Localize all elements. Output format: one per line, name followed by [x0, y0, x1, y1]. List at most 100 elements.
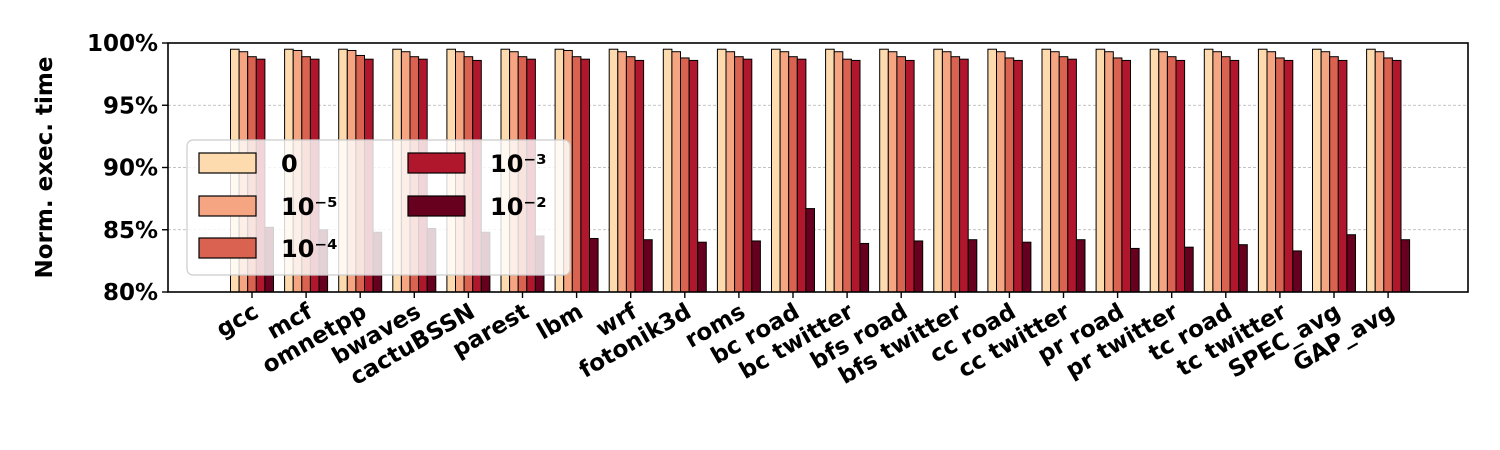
bar-fotonik3d-series-1 [671, 51, 682, 293]
y-axis-ticks: 80% 85% 90% 95% 100% [87, 31, 168, 306]
bar-bfs-twitter-series-2 [950, 56, 961, 293]
bar-GAP_avg-series-1 [1374, 51, 1385, 293]
bar-bc-road-series-3 [796, 58, 807, 293]
bar-tc-twitter-series-2 [1275, 57, 1285, 293]
bar-SPEC_avg-series-3 [1337, 59, 1348, 293]
bar-roms-series-0 [716, 48, 727, 293]
bar-roms-series-1 [725, 51, 736, 293]
bar-pr-road-series-4 [1130, 247, 1140, 293]
y-axis-title: Norm. exec. time [32, 57, 58, 279]
legend-swatch [198, 237, 257, 259]
bar-bfs-road-series-1 [887, 51, 898, 293]
bar-wrf-series-3 [634, 59, 645, 293]
y-tick-label: 85% [103, 218, 158, 244]
bar-bc-twitter-series-3 [850, 59, 861, 293]
bar-bc-road-series-1 [779, 51, 790, 293]
bar-wrf-series-0 [608, 48, 619, 293]
x-tick-label: gcc [212, 299, 263, 343]
bar-tc-road-series-3 [1229, 59, 1240, 293]
bar-pr-twitter-series-0 [1149, 48, 1160, 293]
bar-SPEC_avg-series-1 [1320, 51, 1331, 293]
bar-bc-road-series-0 [771, 48, 781, 293]
bar-pr-twitter-series-1 [1158, 51, 1168, 293]
bar-bfs-twitter-series-0 [933, 48, 943, 293]
legend-label: 0 [281, 150, 298, 178]
bar-cc-twitter-series-1 [1050, 51, 1060, 293]
bar-roms-series-2 [734, 56, 744, 293]
bar-roms-series-3 [742, 58, 753, 293]
bar-bc-twitter-series-0 [825, 48, 835, 293]
bar-GAP_avg-series-0 [1366, 48, 1376, 293]
bar-fotonik3d-series-2 [680, 57, 690, 293]
legend-box [186, 139, 571, 276]
bar-fotonik3d-series-0 [662, 48, 673, 293]
legend-swatch [407, 152, 466, 174]
bar-bfs-road-series-4 [913, 240, 924, 293]
bar-pr-twitter-series-4 [1184, 246, 1194, 293]
bar-bfs-twitter-series-1 [941, 51, 952, 293]
bar-GAP_avg-series-3 [1391, 59, 1402, 293]
bar-lbm-series-3 [580, 58, 591, 293]
y-tick-label: 80% [103, 280, 158, 306]
legend-swatch [198, 195, 257, 217]
bar-cc-road-series-3 [1013, 59, 1023, 293]
legend-label: 10⁻³ [490, 150, 547, 178]
bar-pr-twitter-series-3 [1175, 59, 1186, 293]
bar-tc-twitter-series-4 [1292, 250, 1302, 293]
bar-tc-road-series-2 [1221, 56, 1231, 293]
bar-SPEC_avg-series-4 [1346, 234, 1357, 293]
bar-tc-road-series-1 [1212, 51, 1223, 293]
bar-cc-road-series-4 [1021, 241, 1032, 293]
bar-roms-series-4 [751, 240, 761, 293]
bar-bfs-road-series-3 [905, 59, 915, 293]
bar-cc-road-series-0 [987, 48, 998, 293]
bar-lbm-series-4 [589, 237, 599, 293]
bar-pr-road-series-2 [1112, 57, 1123, 293]
bar-bfs-road-series-2 [896, 56, 907, 293]
bar-tc-twitter-series-3 [1283, 59, 1294, 293]
bar-bc-twitter-series-2 [842, 58, 852, 293]
y-tick-label: 90% [103, 156, 158, 182]
bar-cc-road-series-2 [1004, 57, 1015, 293]
bar-cc-twitter-series-0 [1041, 48, 1052, 293]
bar-tc-twitter-series-1 [1266, 51, 1277, 293]
bar-wrf-series-2 [625, 56, 636, 293]
bar-wrf-series-1 [617, 51, 627, 293]
bar-bc-road-series-4 [805, 208, 816, 293]
legend-label: 10⁻⁴ [281, 235, 338, 263]
bar-pr-road-series-0 [1095, 48, 1106, 293]
bar-cc-twitter-series-4 [1075, 239, 1086, 293]
bar-bc-twitter-series-1 [833, 51, 844, 293]
y-tick-label: 100% [87, 31, 158, 57]
legend-label: 10⁻⁵ [281, 193, 338, 221]
bar-wrf-series-4 [643, 239, 653, 293]
bar-SPEC_avg-series-2 [1329, 56, 1339, 293]
bar-tc-road-series-0 [1203, 48, 1214, 293]
bar-GAP_avg-series-4 [1400, 239, 1411, 293]
bar-tc-twitter-series-0 [1257, 48, 1268, 293]
bar-fotonik3d-series-3 [688, 59, 699, 293]
legend-swatch [198, 152, 257, 174]
bar-GAP_avg-series-2 [1383, 57, 1393, 293]
bar-bfs-twitter-series-3 [959, 58, 969, 293]
y-tick-label: 95% [103, 93, 158, 119]
bar-tc-road-series-4 [1238, 244, 1248, 293]
bar-bc-twitter-series-4 [859, 242, 870, 293]
bar-cc-twitter-series-2 [1058, 56, 1069, 293]
bar-bc-road-series-2 [788, 56, 798, 293]
bar-bfs-road-series-0 [879, 48, 889, 293]
bar-pr-road-series-3 [1121, 59, 1132, 293]
legend-swatch [407, 195, 466, 217]
bar-bfs-twitter-series-4 [967, 239, 978, 293]
bar-pr-twitter-series-2 [1166, 56, 1177, 293]
x-tick-label: lbm [533, 299, 588, 346]
bar-cc-twitter-series-3 [1067, 58, 1077, 293]
legend: 0 10⁻⁵ 10⁻⁴ 10⁻³ 10⁻² [186, 139, 571, 276]
bar-fotonik3d-series-4 [697, 241, 707, 293]
legend-label: 10⁻² [490, 193, 547, 221]
bar-cc-road-series-1 [996, 51, 1006, 293]
bar-SPEC_avg-series-0 [1312, 48, 1322, 293]
bar-lbm-series-2 [571, 56, 582, 293]
